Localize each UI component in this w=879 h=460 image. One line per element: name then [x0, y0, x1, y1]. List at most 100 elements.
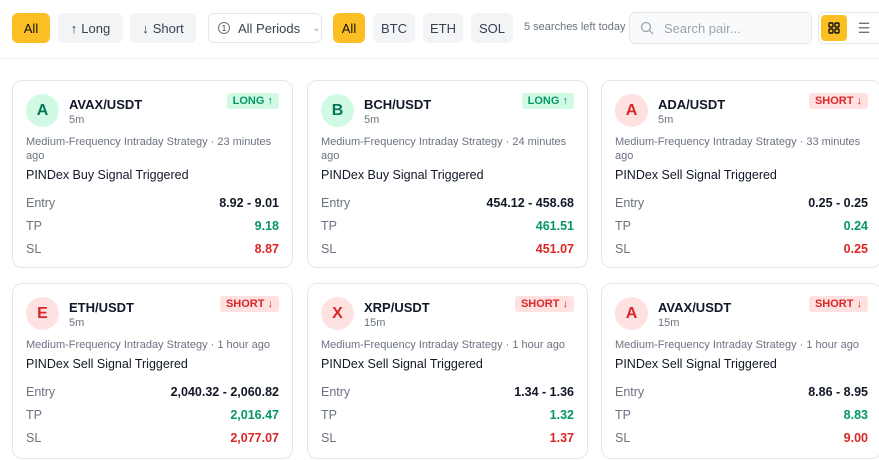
list-view-button[interactable]: ☰	[851, 15, 877, 41]
pair-name: XRP/USDT	[364, 300, 430, 315]
signal-text: PINDex Buy Signal Triggered	[321, 168, 484, 182]
tp-row: TP 2,016.47	[26, 408, 279, 422]
direction-badge: SHORT ↓	[808, 93, 868, 109]
strategy-meta: Medium-Frequency Intraday Strategy · 33 …	[615, 136, 861, 162]
signal-card[interactable]: B BCH/USDT 5m LONG ↑ Medium-Frequency Int…	[307, 80, 588, 268]
entry-row: Entry 8.92 - 9.01	[26, 196, 279, 210]
pair-name: ETH/USDT	[69, 300, 134, 315]
grid-view-button[interactable]	[821, 15, 847, 41]
coin-sol-button[interactable]: SOL	[471, 13, 513, 43]
strategy-meta: Medium-Frequency Intraday Strategy · 1 h…	[26, 339, 270, 351]
timeframe: 5m	[364, 114, 380, 126]
timeframe: 5m	[69, 317, 85, 329]
timeframe: 5m	[658, 114, 674, 126]
sl-row: SL 451.07	[321, 242, 574, 256]
entry-value: 454.12 - 458.68	[486, 196, 574, 210]
pair-name: BCH/USDT	[364, 97, 432, 112]
tp-row: TP 1.32	[321, 408, 574, 422]
tp-value: 9.18	[254, 219, 279, 233]
timeframe: 15m	[658, 317, 680, 329]
signal-text: PINDex Sell Signal Triggered	[615, 357, 777, 371]
timeframe: 15m	[364, 317, 386, 329]
coin-avatar: A	[26, 94, 59, 127]
direction-badge: SHORT ↓	[514, 296, 574, 312]
strategy-meta: Medium-Frequency Intraday Strategy · 1 h…	[615, 339, 859, 351]
entry-value: 0.25 - 0.25	[808, 196, 868, 210]
signal-text: PINDex Sell Signal Triggered	[615, 168, 777, 182]
sl-value: 0.25	[843, 242, 868, 256]
entry-row: Entry 0.25 - 0.25	[615, 196, 868, 210]
search-input[interactable]: Search pair...	[629, 12, 812, 44]
signal-card[interactable]: A ADA/USDT 5m SHORT ↓ Medium-Frequency In…	[601, 80, 879, 268]
signal-text: PINDex Sell Signal Triggered	[321, 357, 483, 371]
entry-row: Entry 1.34 - 1.36	[321, 385, 574, 399]
chevron-down-icon: ⌄	[312, 22, 321, 34]
sl-row: SL 2,077.07	[26, 431, 279, 445]
coin-btc-button[interactable]: BTC	[373, 13, 415, 43]
tp-value: 8.83	[843, 408, 868, 422]
tp-value: 0.24	[843, 219, 868, 233]
tp-row: TP 0.24	[615, 219, 868, 233]
strategy-meta: Medium-Frequency Intraday Strategy · 1 h…	[321, 339, 565, 351]
tp-row: TP 9.18	[26, 219, 279, 233]
card-header: A AVAX/USDT 15m SHORT ↓	[615, 296, 868, 330]
pair-name: AVAX/USDT	[658, 300, 732, 315]
entry-row: Entry 2,040.32 - 2,060.82	[26, 385, 279, 399]
entry-row: Entry 454.12 - 458.68	[321, 196, 574, 210]
divider	[0, 58, 879, 59]
signal-text: PINDex Sell Signal Triggered	[26, 357, 188, 371]
coin-avatar: B	[321, 94, 354, 127]
arrow-down-icon: ↓	[142, 20, 149, 36]
card-header: E ETH/USDT 5m SHORT ↓	[26, 296, 279, 330]
tp-value: 2,016.47	[230, 408, 279, 422]
tp-value: 1.32	[549, 408, 574, 422]
coin-avatar: A	[615, 94, 648, 127]
sl-value: 2,077.07	[230, 431, 279, 445]
tp-row: TP 461.51	[321, 219, 574, 233]
sl-row: SL 1.37	[321, 431, 574, 445]
entry-row: Entry 8.86 - 8.95	[615, 385, 868, 399]
coin-avatar: E	[26, 297, 59, 330]
direction-badge: LONG ↑	[226, 93, 279, 109]
signal-text: PINDex Buy Signal Triggered	[26, 168, 189, 182]
filter-all-button[interactable]: All	[12, 13, 50, 43]
direction-badge: LONG ↑	[521, 93, 574, 109]
card-header: X XRP/USDT 15m SHORT ↓	[321, 296, 574, 330]
sl-value: 9.00	[843, 431, 868, 445]
grid-icon	[828, 22, 840, 34]
filter-long-button[interactable]: ↑ Long	[58, 13, 123, 43]
signal-card[interactable]: A AVAX/USDT 5m LONG ↑ Medium-Frequency In…	[12, 80, 293, 268]
pair-name: ADA/USDT	[658, 97, 726, 112]
coin-avatar: X	[321, 297, 354, 330]
signal-card[interactable]: E ETH/USDT 5m SHORT ↓ Medium-Frequency In…	[12, 283, 293, 459]
list-icon: ☰	[857, 19, 871, 36]
period-select[interactable]: 1 All Periods ⌄	[208, 13, 322, 43]
signal-card[interactable]: A AVAX/USDT 15m SHORT ↓ Medium-Frequency …	[601, 283, 879, 459]
timeframe: 5m	[69, 114, 85, 126]
searches-left-text: 5 searches left today	[524, 21, 626, 33]
signal-card[interactable]: X XRP/USDT 15m SHORT ↓ Medium-Frequency I…	[307, 283, 588, 459]
entry-value: 2,040.32 - 2,060.82	[170, 385, 279, 399]
coin-all-button[interactable]: All	[333, 13, 365, 43]
arrow-up-icon: ↑	[70, 20, 78, 36]
entry-value: 8.92 - 9.01	[219, 196, 279, 210]
tp-value: 461.51	[535, 219, 574, 233]
card-header: A AVAX/USDT 5m LONG ↑	[26, 93, 279, 127]
search-icon	[640, 21, 654, 35]
pair-name: AVAX/USDT	[69, 97, 143, 112]
filter-short-button[interactable]: ↓ Short	[130, 13, 196, 43]
coin-eth-button[interactable]: ETH	[423, 13, 463, 43]
coin-avatar: A	[615, 297, 648, 330]
direction-badge: SHORT ↓	[219, 296, 279, 312]
sl-value: 1.37	[549, 431, 574, 445]
strategy-meta: Medium-Frequency Intraday Strategy · 23 …	[26, 136, 272, 162]
tp-row: TP 8.83	[615, 408, 868, 422]
direction-badge: SHORT ↓	[808, 296, 868, 312]
sl-value: 8.87	[254, 242, 279, 256]
view-toggle: ☰	[818, 12, 879, 44]
strategy-meta: Medium-Frequency Intraday Strategy · 24 …	[321, 136, 567, 162]
sl-row: SL 0.25	[615, 242, 868, 256]
card-header: A ADA/USDT 5m SHORT ↓	[615, 93, 868, 127]
clock-icon: 1	[218, 22, 230, 34]
sl-row: SL 8.87	[26, 242, 279, 256]
